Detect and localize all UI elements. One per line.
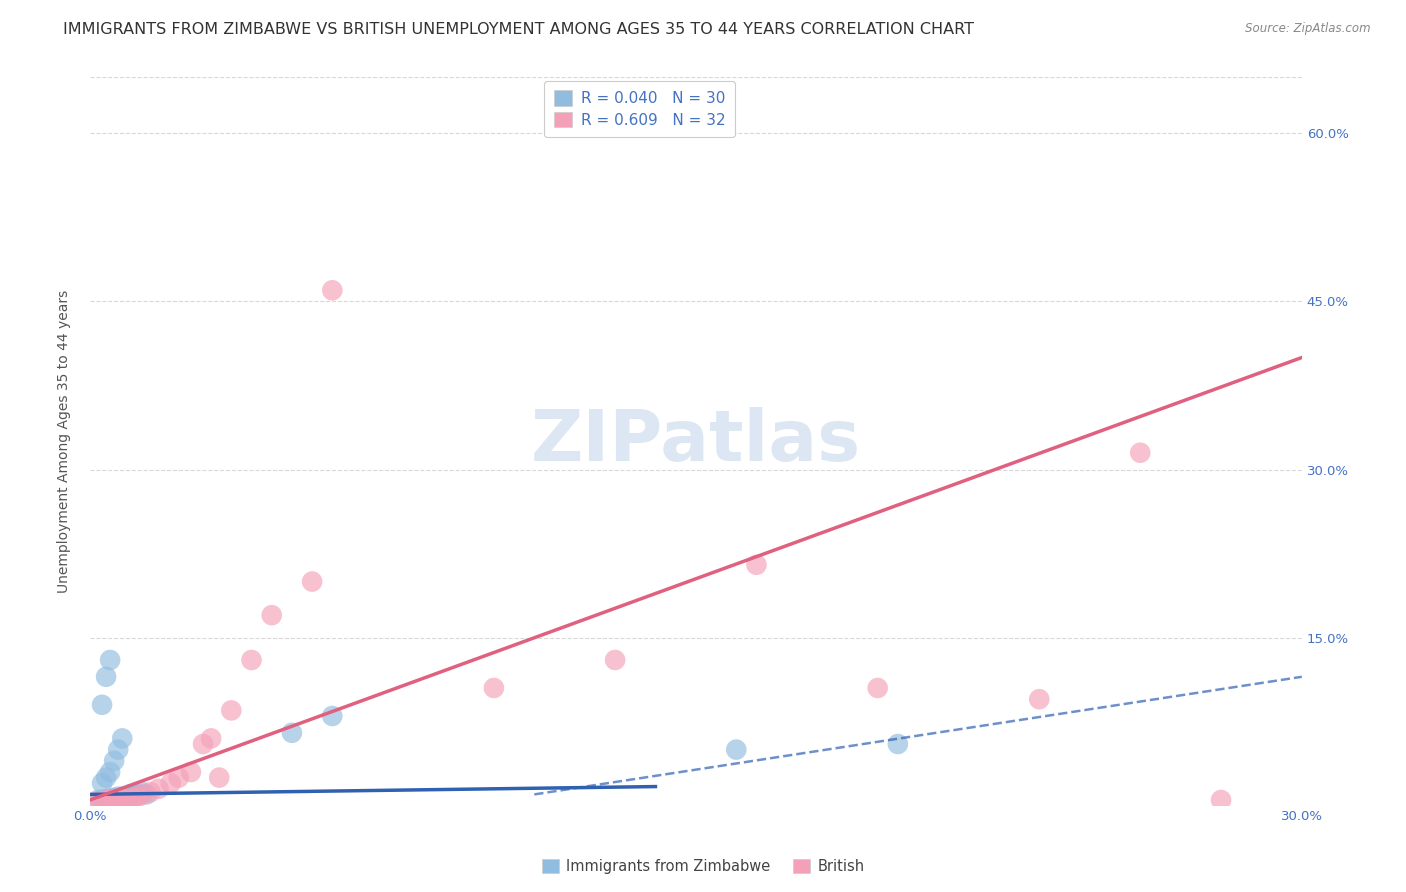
Point: [98, 764, 121, 779]
Point: [1028, 692, 1050, 706]
Point: [103, 793, 125, 807]
Point: [87, 793, 110, 807]
Point: [131, 788, 153, 802]
Point: [107, 789, 129, 804]
Point: [725, 742, 748, 756]
Point: [107, 742, 129, 756]
Point: [603, 653, 626, 667]
Point: [91, 776, 114, 790]
Point: [159, 776, 181, 790]
Point: [127, 789, 149, 804]
Point: [103, 793, 125, 807]
Point: [200, 731, 222, 746]
Point: [94, 670, 117, 684]
Point: [208, 771, 231, 785]
Legend: Immigrants from Zimbabwe, British: Immigrants from Zimbabwe, British: [536, 854, 870, 880]
Point: [111, 792, 134, 806]
Point: [745, 558, 768, 572]
Point: [111, 789, 134, 804]
Point: [167, 771, 190, 785]
Text: Source: ZipAtlas.com: Source: ZipAtlas.com: [1246, 22, 1371, 36]
Point: [148, 781, 170, 796]
Text: ZIPatlas: ZIPatlas: [531, 407, 860, 476]
Point: [321, 709, 343, 723]
Point: [139, 785, 162, 799]
Point: [120, 792, 142, 806]
Point: [98, 653, 121, 667]
Point: [221, 703, 243, 717]
Y-axis label: Unemployment Among Ages 35 to 44 years: Unemployment Among Ages 35 to 44 years: [58, 290, 72, 593]
Text: IMMIGRANTS FROM ZIMBABWE VS BRITISH UNEMPLOYMENT AMONG AGES 35 TO 44 YEARS CORRE: IMMIGRANTS FROM ZIMBABWE VS BRITISH UNEM…: [63, 22, 974, 37]
Point: [107, 792, 129, 806]
Point: [482, 681, 505, 695]
Point: [94, 792, 117, 806]
Point: [115, 790, 138, 805]
Point: [94, 771, 117, 785]
Point: [94, 793, 117, 807]
Point: [124, 788, 146, 802]
Point: [120, 789, 142, 804]
Point: [191, 737, 214, 751]
Point: [281, 726, 304, 740]
Point: [91, 794, 114, 808]
Point: [98, 793, 121, 807]
Point: [91, 793, 114, 807]
Point: [1209, 793, 1232, 807]
Point: [98, 792, 121, 806]
Point: [107, 793, 129, 807]
Point: [1129, 446, 1152, 460]
Point: [135, 788, 157, 802]
Point: [98, 793, 121, 807]
Point: [127, 788, 149, 802]
Point: [887, 737, 910, 751]
Point: [180, 764, 202, 779]
Point: [124, 790, 146, 805]
Point: [103, 790, 125, 805]
Point: [321, 283, 343, 297]
Point: [87, 794, 110, 808]
Point: [115, 792, 138, 806]
Legend: R = 0.040   N = 30, R = 0.609   N = 32: R = 0.040 N = 30, R = 0.609 N = 32: [544, 81, 735, 136]
Point: [301, 574, 323, 589]
Point: [111, 793, 134, 807]
Point: [94, 793, 117, 807]
Point: [103, 754, 125, 768]
Point: [111, 731, 134, 746]
Point: [866, 681, 889, 695]
Point: [260, 608, 283, 623]
Point: [120, 788, 142, 802]
Point: [240, 653, 263, 667]
Point: [91, 698, 114, 712]
Point: [131, 785, 153, 799]
